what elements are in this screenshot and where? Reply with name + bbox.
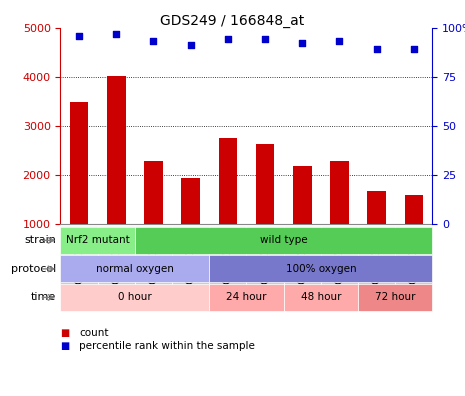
Text: 100% oxygen: 100% oxygen <box>286 264 356 274</box>
Point <box>299 40 306 47</box>
Text: 0 hour: 0 hour <box>118 292 152 303</box>
Bar <box>256 144 274 224</box>
Bar <box>107 76 126 224</box>
Bar <box>367 191 386 224</box>
Text: time: time <box>31 292 56 303</box>
Point <box>150 38 157 45</box>
Text: count: count <box>79 327 108 338</box>
Text: 24 hour: 24 hour <box>226 292 267 303</box>
Bar <box>405 195 423 224</box>
Bar <box>181 178 200 224</box>
Point <box>113 30 120 37</box>
Text: ■: ■ <box>60 327 70 338</box>
Point <box>261 36 269 43</box>
Text: percentile rank within the sample: percentile rank within the sample <box>79 341 255 351</box>
Point <box>336 38 343 45</box>
Text: 72 hour: 72 hour <box>375 292 416 303</box>
Point <box>410 46 418 52</box>
Text: normal oxygen: normal oxygen <box>96 264 174 274</box>
Bar <box>219 139 237 224</box>
Point <box>373 46 380 52</box>
Point <box>187 42 194 49</box>
Text: protocol: protocol <box>11 264 56 274</box>
Text: ■: ■ <box>60 341 70 351</box>
Bar <box>330 161 349 224</box>
Bar <box>70 102 88 224</box>
Text: wild type: wild type <box>260 235 307 246</box>
Point <box>75 32 83 39</box>
Text: strain: strain <box>24 235 56 246</box>
Bar <box>293 166 312 224</box>
Text: Nrf2 mutant: Nrf2 mutant <box>66 235 130 246</box>
Text: GDS249 / 166848_at: GDS249 / 166848_at <box>160 14 305 28</box>
Text: 48 hour: 48 hour <box>300 292 341 303</box>
Bar <box>144 161 163 224</box>
Point <box>224 36 232 43</box>
